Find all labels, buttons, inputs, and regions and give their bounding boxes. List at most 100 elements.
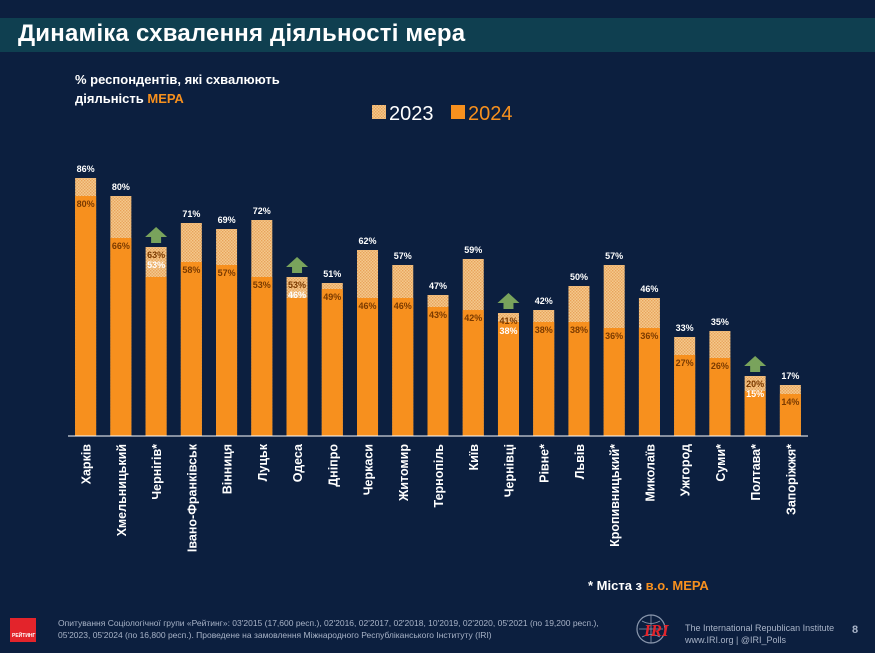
value-label-2023: 59%	[464, 245, 482, 255]
value-label-2024: 42%	[464, 313, 482, 323]
value-label-2023: 72%	[253, 206, 271, 216]
footnote-prefix: * Міста з	[588, 578, 646, 593]
value-label-2024: 66%	[112, 241, 130, 251]
footnote-accent: в.о. МЕРА	[645, 578, 709, 593]
value-label-2023: 62%	[359, 236, 377, 246]
bar-2024	[75, 196, 97, 436]
legend-swatch-2024	[451, 105, 465, 119]
chart-legend: 2023 2024	[372, 103, 513, 125]
value-label-2024: 80%	[77, 199, 95, 209]
value-label-2023: 86%	[77, 164, 95, 174]
value-label-2023: 42%	[535, 296, 553, 306]
bar-group-черкаси: 62% 46%	[357, 236, 379, 436]
iri-logo: IRI	[636, 614, 670, 644]
value-label-2024: 53%	[147, 260, 165, 270]
bar-2024	[216, 265, 238, 436]
bar-2024	[744, 391, 766, 436]
chart-subtitle: % респондентів, які схвалюють діяльність…	[75, 70, 280, 108]
subtitle-prefix: діяльність	[75, 91, 148, 106]
legend-swatch-2023	[372, 105, 386, 119]
value-label-2024: 38%	[535, 325, 553, 335]
title-bar: Динаміка схвалення діяльності мера	[0, 18, 875, 52]
x-axis-labels: Харків Хмельницький Чернігів* Івано-Франків…	[80, 443, 799, 552]
bar-group-тернопіль: 47% 43%	[427, 281, 449, 436]
iri-logo-label: IRI	[643, 621, 670, 640]
bar-group-київ: 59% 42%	[462, 245, 484, 436]
bar-2024	[357, 298, 379, 436]
legend-label-2024: 2024	[468, 103, 513, 125]
value-label-2023: 41%	[499, 316, 517, 326]
x-tick-label: Житомир	[397, 444, 411, 502]
bar-2024	[427, 307, 449, 436]
rating-logo-label: РЕЙТИНГ	[12, 633, 36, 639]
iri-credit: The International Republican Institute w…	[685, 622, 834, 646]
value-label-2024: 38%	[570, 325, 588, 335]
page-number: 8	[852, 624, 859, 636]
value-label-2024: 43%	[429, 310, 447, 320]
bar-group-чернігів: 63%53%	[145, 227, 168, 436]
value-label-2023: 71%	[182, 209, 200, 219]
bar-group-ужгород: 33% 27%	[674, 323, 696, 436]
bar-2024	[638, 328, 660, 436]
value-label-2024: 26%	[711, 361, 729, 371]
x-tick-label: Кропивницький*	[608, 444, 622, 547]
value-label-2023: 53%	[288, 280, 306, 290]
value-label-2023: 47%	[429, 281, 447, 291]
x-tick-label: Дніпро	[326, 444, 340, 487]
x-tick-label: Одеса	[291, 443, 305, 482]
bar-2024	[251, 277, 273, 436]
increase-arrow-icon	[744, 356, 767, 372]
bar-group-дніпро: 51% 49%	[321, 269, 343, 436]
x-tick-label: Івано-Франківськ	[185, 443, 199, 552]
bar-group-чернівці: 41%38%	[497, 293, 520, 436]
value-label-2023: 35%	[711, 317, 729, 327]
increase-arrow-icon	[145, 227, 168, 243]
bar-2024	[779, 394, 801, 436]
x-tick-label: Рівне*	[538, 444, 552, 483]
value-label-2024: 53%	[253, 280, 271, 290]
bar-2024	[145, 277, 167, 436]
bar-group-івано-франківськ: 71% 58%	[180, 209, 202, 436]
bar-2024	[321, 289, 343, 436]
subtitle-line-2: діяльність МЕРА	[75, 89, 280, 108]
bar-group-кропивницький: 57% 36%	[603, 251, 625, 436]
footnote: * Міста з в.о. МЕРА	[588, 578, 709, 593]
x-tick-label: Хмельницький	[115, 444, 129, 536]
value-label-2023: 51%	[323, 269, 341, 279]
x-tick-label: Чернівці	[502, 444, 516, 497]
increase-arrow-icon	[286, 257, 309, 273]
x-tick-label: Луцьк	[256, 443, 270, 481]
approval-bar-chart: 2023 2024 86%80%80%66%63%53%71%58%69%57%7…	[68, 103, 808, 552]
x-tick-label: Запоріжжя*	[784, 444, 798, 515]
value-label-2023: 20%	[746, 379, 764, 389]
value-label-2023: 69%	[218, 215, 236, 225]
value-label-2023: 57%	[605, 251, 623, 261]
bar-2024	[709, 358, 731, 436]
bar-2024	[462, 310, 484, 436]
bar-2024	[568, 322, 590, 436]
bar-group-запоріжжя: 17% 14%	[779, 371, 801, 436]
bar-group-суми: 35% 26%	[709, 317, 731, 436]
x-tick-label: Львів	[573, 444, 587, 480]
bar-group-харків: 86% 80%	[75, 164, 97, 436]
bar-group-одеса: 53%46%	[286, 257, 309, 436]
legend-label-2023: 2023	[389, 103, 434, 125]
value-label-2024: 46%	[359, 301, 377, 311]
x-tick-label: Черкаси	[362, 444, 376, 495]
value-label-2024: 58%	[182, 265, 200, 275]
value-label-2024: 36%	[605, 331, 623, 341]
value-label-2023: 80%	[112, 182, 130, 192]
bar-group-житомир: 57% 46%	[392, 251, 414, 436]
page-title: Динаміка схвалення діяльності мера	[18, 20, 466, 47]
value-label-2023: 46%	[640, 284, 658, 294]
value-label-2024: 14%	[781, 397, 799, 407]
bar-2024	[392, 298, 414, 436]
bar-2024	[110, 238, 132, 436]
value-label-2023: 63%	[147, 250, 165, 260]
bar-2024	[674, 355, 696, 436]
bar-2024	[180, 262, 202, 436]
bar-2024	[603, 328, 625, 436]
bar-group-рівне: 42% 38%	[533, 296, 555, 436]
bar-2024	[286, 298, 308, 436]
value-label-2024: 38%	[499, 326, 517, 336]
